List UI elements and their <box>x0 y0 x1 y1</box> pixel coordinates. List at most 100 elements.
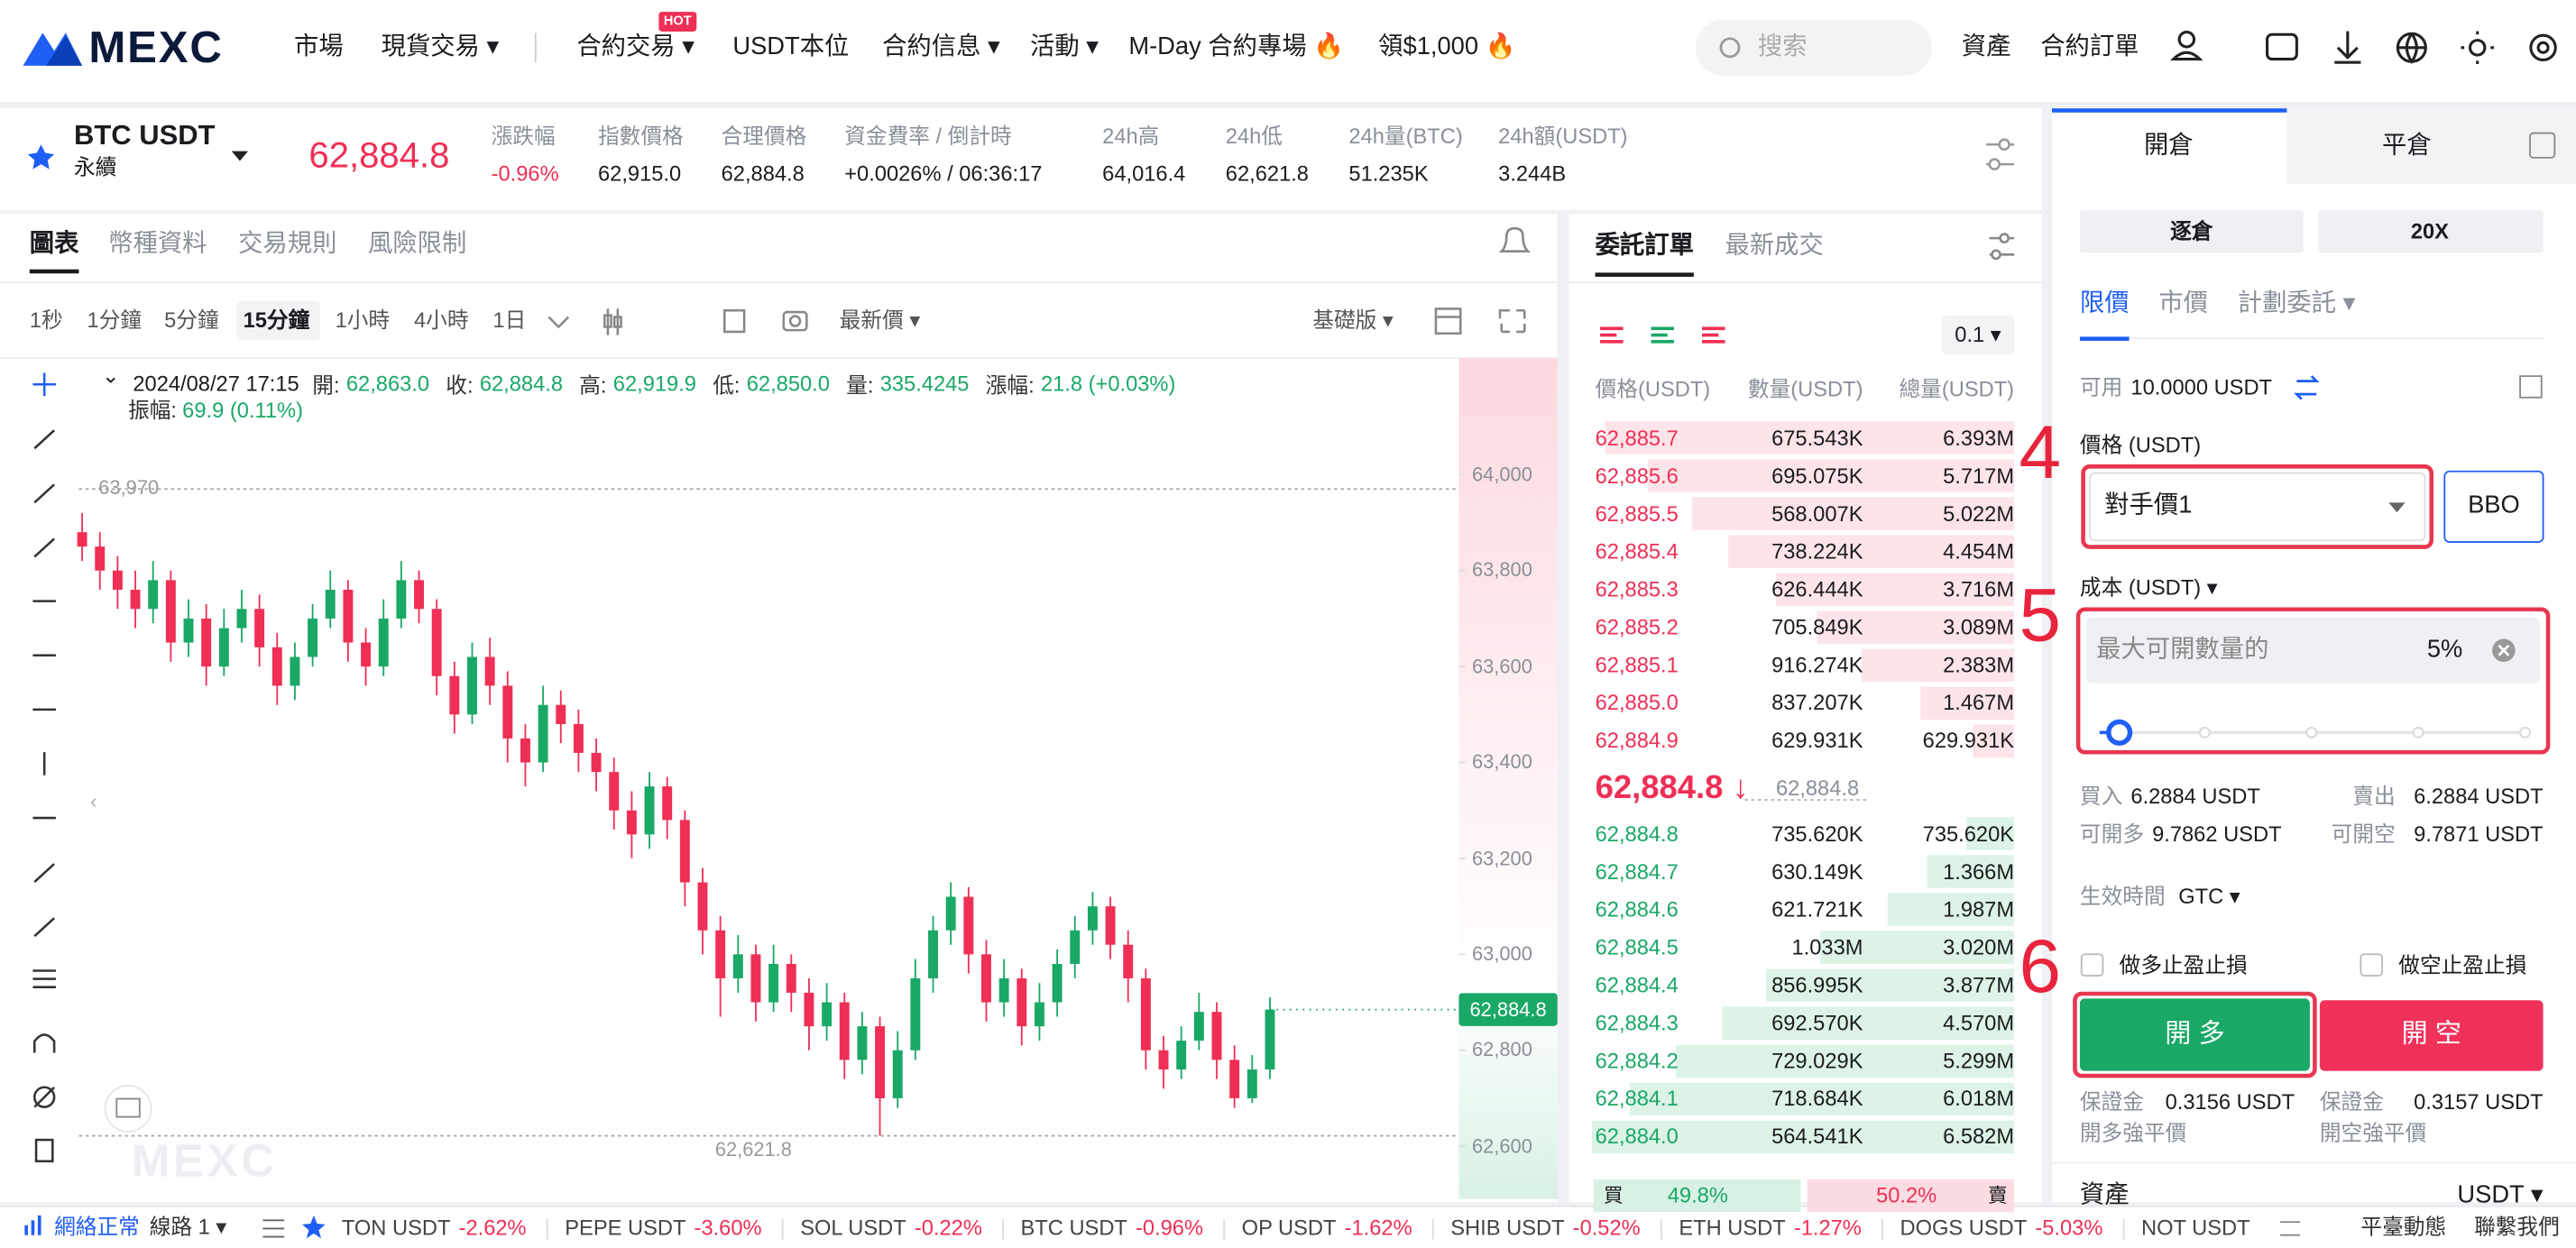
drawing-tools[interactable] <box>32 372 56 1163</box>
leverage[interactable]: 20X <box>2410 218 2449 243</box>
ob-price[interactable]: 62,885.0 <box>1595 690 1679 716</box>
interval[interactable]: 1分鐘 <box>87 307 143 333</box>
price-value[interactable]: 對手價1 <box>2104 491 2193 519</box>
collapse-handle[interactable]: ‹ <box>90 790 97 812</box>
chart-tab[interactable]: 幣種資料 <box>108 230 207 258</box>
margin-mode[interactable]: 逐倉 <box>2170 218 2213 243</box>
search-placeholder[interactable]: 搜索 <box>1757 32 1808 61</box>
symbol[interactable]: BTC USDT <box>73 119 216 151</box>
chart-tab[interactable]: 圖表 <box>29 230 79 258</box>
ob-price[interactable]: 62,884.8 <box>1595 821 1679 846</box>
step-value[interactable]: 0.1 ▾ <box>1955 322 2001 347</box>
ticker-name[interactable]: PEPE USDT <box>565 1214 686 1240</box>
nav-item[interactable]: 市場 <box>294 32 344 61</box>
chart-tab[interactable]: 交易規則 <box>238 230 337 258</box>
interval[interactable]: 5分鐘 <box>164 307 219 333</box>
symbol-dropdown[interactable] <box>231 151 249 161</box>
nav-item[interactable]: 合約信息 ▾ <box>882 32 1000 61</box>
tif-value[interactable]: GTC ▾ <box>2178 884 2240 909</box>
ticker-name[interactable]: DOGS USDT <box>1900 1214 2028 1240</box>
ob-price[interactable]: 62,884.0 <box>1595 1124 1679 1150</box>
order-type[interactable]: 市價 <box>2158 289 2209 317</box>
ob-tab[interactable]: 最新成交 <box>1725 231 1824 260</box>
footer-link[interactable]: 聯繫我們 <box>2474 1214 2560 1239</box>
nav-item[interactable]: 合約交易 ▾ <box>576 32 695 61</box>
ob-price[interactable]: 62,885.6 <box>1595 463 1679 488</box>
nav-item[interactable]: 活動 ▾ <box>1030 32 1099 61</box>
ticker-name[interactable]: BTC USDT <box>1020 1214 1127 1240</box>
margin-mode-button[interactable] <box>2079 210 2304 253</box>
ticker-name[interactable]: NOT USDT <box>2141 1214 2250 1240</box>
ob-price[interactable]: 62,885.1 <box>1595 652 1679 677</box>
checkbox[interactable] <box>2360 953 2383 977</box>
open-long-button[interactable] <box>2079 998 2310 1071</box>
ticker-name[interactable]: OP USDT <box>1241 1214 1337 1240</box>
transfer-icon[interactable] <box>2294 375 2320 400</box>
step-select[interactable] <box>1941 315 2015 355</box>
line-select[interactable]: 線路 1 ▾ <box>149 1214 227 1239</box>
nav-item[interactable]: USDT本位 <box>732 32 850 61</box>
trade-tab[interactable]: 平倉 <box>2382 131 2432 160</box>
open-long-label[interactable]: 開 多 <box>2165 1020 2225 1049</box>
ob-price[interactable]: 62,884.1 <box>1595 1086 1679 1111</box>
nav-item[interactable]: 現貨交易 ▾ <box>381 32 500 61</box>
header-icons[interactable] <box>2170 30 2557 65</box>
interval[interactable]: 4小時 <box>414 307 469 333</box>
calculator-icon[interactable] <box>2529 132 2556 159</box>
search-box[interactable] <box>1695 19 1933 76</box>
bbo-button[interactable] <box>2443 470 2544 543</box>
ob-price[interactable]: 62,884.6 <box>1595 896 1679 922</box>
ob-tab[interactable]: 委託訂單 <box>1595 231 1694 260</box>
list-icon[interactable] <box>262 1219 285 1238</box>
bbo-label[interactable]: BBO <box>2468 491 2520 519</box>
ob-price[interactable]: 62,884.4 <box>1595 972 1679 997</box>
trade-tab[interactable]: 開倉 <box>2143 131 2194 160</box>
checkbox[interactable] <box>2080 953 2104 977</box>
settings-icon[interactable] <box>1986 138 2015 170</box>
interval[interactable]: 1日 <box>492 307 527 333</box>
favorite-star[interactable] <box>27 144 55 170</box>
ob-price[interactable]: 62,884.2 <box>1595 1048 1679 1073</box>
price-select[interactable] <box>2088 472 2426 542</box>
cost-label[interactable]: 成本 (USDT) ▾ <box>2079 574 2218 601</box>
open-short-button[interactable] <box>2319 1000 2544 1071</box>
ob-price[interactable]: 62,885.7 <box>1595 425 1679 450</box>
interval[interactable]: 15分鐘 <box>243 307 310 333</box>
open-short-label[interactable]: 開 空 <box>2401 1020 2461 1049</box>
fee-icon[interactable] <box>2519 375 2543 399</box>
nav-item[interactable]: M-Day 合約專場 🔥 <box>1128 32 1345 61</box>
chart-tab[interactable]: 風險限制 <box>368 230 467 258</box>
orderbook-layout-icons[interactable] <box>1600 326 1725 344</box>
header-link[interactable]: 合約訂單 <box>2040 32 2139 61</box>
ob-price[interactable]: 62,884.3 <box>1595 1010 1679 1035</box>
footer-link[interactable]: 平臺動態 <box>2360 1214 2447 1239</box>
assets-unit[interactable]: USDT ▾ <box>2457 1180 2544 1209</box>
ob-price[interactable]: 62,884.7 <box>1595 858 1679 884</box>
interval[interactable]: 1秒 <box>29 307 63 333</box>
tp-short-label: 做空止盈止損 <box>2398 952 2527 978</box>
ticker-name[interactable]: ETH USDT <box>1679 1214 1786 1240</box>
collapse-icon[interactable]: ⌄ <box>101 362 120 388</box>
price-type[interactable]: 最新價 ▾ <box>839 307 921 333</box>
cost-placeholder[interactable]: 最大可開數量的 <box>2096 635 2269 664</box>
ob-price[interactable]: 62,884.9 <box>1595 728 1679 754</box>
nav-item[interactable]: 領$1,000 🔥 <box>1378 32 1516 61</box>
ticker-name[interactable]: SOL USDT <box>800 1214 906 1240</box>
chart-reset-button[interactable] <box>104 1085 152 1133</box>
slider-thumb[interactable] <box>2106 719 2133 746</box>
ticker-name[interactable]: TON USDT <box>341 1214 451 1240</box>
interval[interactable]: 1小時 <box>335 307 391 333</box>
chart-tool-icons[interactable] <box>547 226 2015 335</box>
chart-version[interactable]: 基礎版 ▾ <box>1312 307 1394 333</box>
leverage-button[interactable] <box>2318 210 2544 253</box>
ticker-name[interactable]: SHIB USDT <box>1450 1214 1565 1240</box>
ob-price[interactable]: 62,885.3 <box>1595 576 1679 601</box>
cost-input[interactable] <box>2086 617 2540 684</box>
ob-price[interactable]: 62,885.5 <box>1595 500 1679 526</box>
ob-price[interactable]: 62,885.4 <box>1595 538 1679 564</box>
order-type[interactable]: 限價 <box>2079 289 2130 317</box>
ob-price[interactable]: 62,884.5 <box>1595 934 1679 959</box>
header-link[interactable]: 資產 <box>1961 32 2011 61</box>
ob-price[interactable]: 62,885.2 <box>1595 614 1679 639</box>
order-type[interactable]: 計劃委託 ▾ <box>2237 289 2356 317</box>
